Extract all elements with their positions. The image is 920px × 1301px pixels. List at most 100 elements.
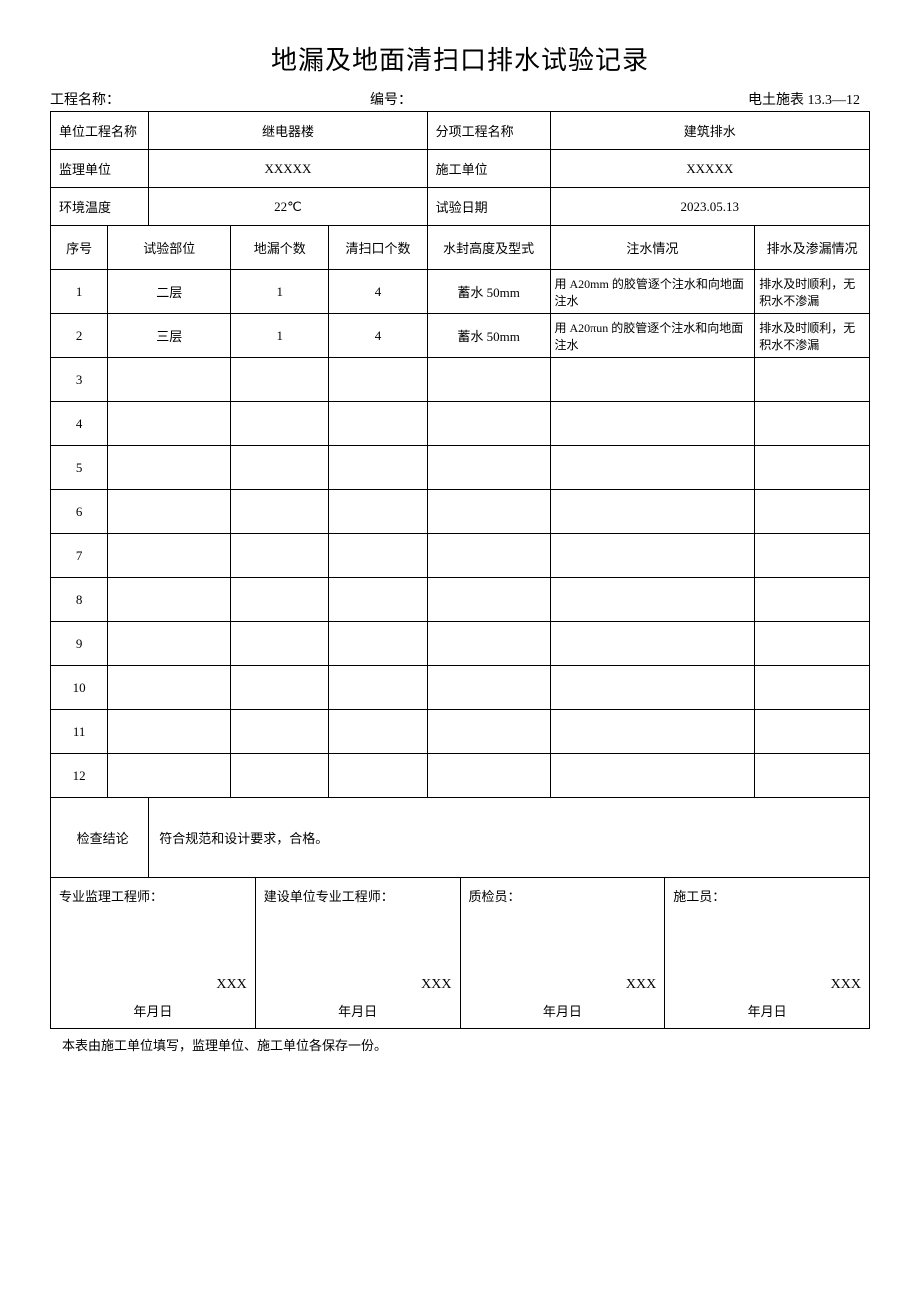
cell-seq: 10 [51, 666, 108, 710]
cell-clean [329, 534, 427, 578]
cell-clean: 4 [329, 270, 427, 314]
cell-result [755, 534, 870, 578]
cell-result [755, 578, 870, 622]
cell-inject [550, 446, 755, 490]
cell-seq: 4 [51, 402, 108, 446]
cell-seal [427, 578, 550, 622]
table-row: 11 [51, 710, 870, 754]
cell-result [755, 754, 870, 798]
signature-role: 施工员： [673, 886, 861, 905]
col-result: 排水及渗漏情况 [755, 226, 870, 270]
cell-location [108, 666, 231, 710]
cell-location [108, 490, 231, 534]
table-row: 1二层14蓄水 50mm用 A20mm 的胶管逐个注水和向地面注水排水及时顺利，… [51, 270, 870, 314]
cell-drain [231, 666, 329, 710]
constructor-label: 施工单位 [427, 150, 550, 188]
col-location: 试验部位 [108, 226, 231, 270]
main-table: 单位工程名称 继电器楼 分项工程名称 建筑排水 监理单位 XXXXX 施工单位 … [50, 111, 870, 878]
cell-result: 排水及时顺利，无积水不渗漏 [755, 314, 870, 358]
sub-project-label: 分项工程名称 [427, 112, 550, 150]
table-row: 4 [51, 402, 870, 446]
info-row-2: 监理单位 XXXXX 施工单位 XXXXX [51, 150, 870, 188]
cell-seal [427, 402, 550, 446]
unit-project-label: 单位工程名称 [51, 112, 149, 150]
cell-seq: 6 [51, 490, 108, 534]
cell-inject [550, 402, 755, 446]
cell-seal [427, 534, 550, 578]
cell-location [108, 622, 231, 666]
cell-result [755, 402, 870, 446]
cell-result [755, 622, 870, 666]
signature-date: 年月日 [264, 1001, 452, 1020]
cell-location [108, 402, 231, 446]
signature-name: XXX [59, 977, 247, 993]
cell-location: 三层 [108, 314, 231, 358]
cell-drain: 1 [231, 314, 329, 358]
cell-seal [427, 710, 550, 754]
cell-seq: 9 [51, 622, 108, 666]
cell-drain [231, 710, 329, 754]
project-name-label: 工程名称： [50, 89, 370, 109]
temp-value: 22℃ [149, 188, 427, 226]
cell-result [755, 358, 870, 402]
constructor-value: XXXXX [550, 150, 869, 188]
cell-result [755, 446, 870, 490]
cell-drain: 1 [231, 270, 329, 314]
cell-result [755, 666, 870, 710]
supervisor-value: XXXXX [149, 150, 427, 188]
cell-drain [231, 534, 329, 578]
cell-location [108, 446, 231, 490]
cell-seal [427, 446, 550, 490]
cell-clean [329, 402, 427, 446]
supervisor-label: 监理单位 [51, 150, 149, 188]
test-date-label: 试验日期 [427, 188, 550, 226]
cell-drain [231, 578, 329, 622]
cell-clean [329, 578, 427, 622]
signature-name: XXX [469, 977, 657, 993]
signature-cell: 建设单位专业工程师：XXX年月日 [256, 878, 461, 1028]
table-row: 9 [51, 622, 870, 666]
cell-drain [231, 446, 329, 490]
cell-inject [550, 534, 755, 578]
col-inject: 注水情况 [551, 226, 755, 269]
cell-inject: 用 A20mm 的胶管逐个注水和向地面注水 [550, 270, 755, 314]
test-date-value: 2023.05.13 [550, 188, 869, 226]
signature-role: 质检员： [469, 886, 657, 905]
cell-result: 排水及时顺利，无积水不渗漏 [755, 270, 870, 314]
cell-seq: 7 [51, 534, 108, 578]
cell-seq: 8 [51, 578, 108, 622]
cell-location [108, 578, 231, 622]
cell-inject [550, 358, 755, 402]
table-row: 3 [51, 358, 870, 402]
cell-location: 二层 [108, 270, 231, 314]
signature-cell: 施工员：XXX年月日 [665, 878, 869, 1028]
cell-location [108, 534, 231, 578]
signature-role: 专业监理工程师： [59, 886, 247, 905]
cell-seal [427, 490, 550, 534]
table-row: 10 [51, 666, 870, 710]
col-drain-count: 地漏个数 [231, 226, 329, 270]
table-row: 8 [51, 578, 870, 622]
cell-seq: 3 [51, 358, 108, 402]
cell-clean [329, 446, 427, 490]
cell-clean [329, 710, 427, 754]
cell-clean [329, 490, 427, 534]
info-row-1: 单位工程名称 继电器楼 分项工程名称 建筑排水 [51, 112, 870, 150]
signature-role: 建设单位专业工程师： [264, 886, 452, 905]
cell-inject [550, 622, 755, 666]
signature-date: 年月日 [469, 1001, 657, 1020]
cell-drain [231, 358, 329, 402]
cell-inject [550, 666, 755, 710]
sub-project-value: 建筑排水 [550, 112, 869, 150]
cell-drain [231, 622, 329, 666]
cell-seal [427, 666, 550, 710]
signature-cell: 质检员： XXX 年月日 [461, 878, 666, 1028]
header-row: 工程名称： 编号： 电土施表 13.3—12 [50, 89, 870, 109]
cell-seal: 蓄水 50mm [427, 314, 550, 358]
cell-clean: 4 [329, 314, 427, 358]
cell-location [108, 754, 231, 798]
cell-result [755, 710, 870, 754]
cell-seq: 2 [51, 314, 108, 358]
cell-inject [550, 578, 755, 622]
cell-clean [329, 622, 427, 666]
